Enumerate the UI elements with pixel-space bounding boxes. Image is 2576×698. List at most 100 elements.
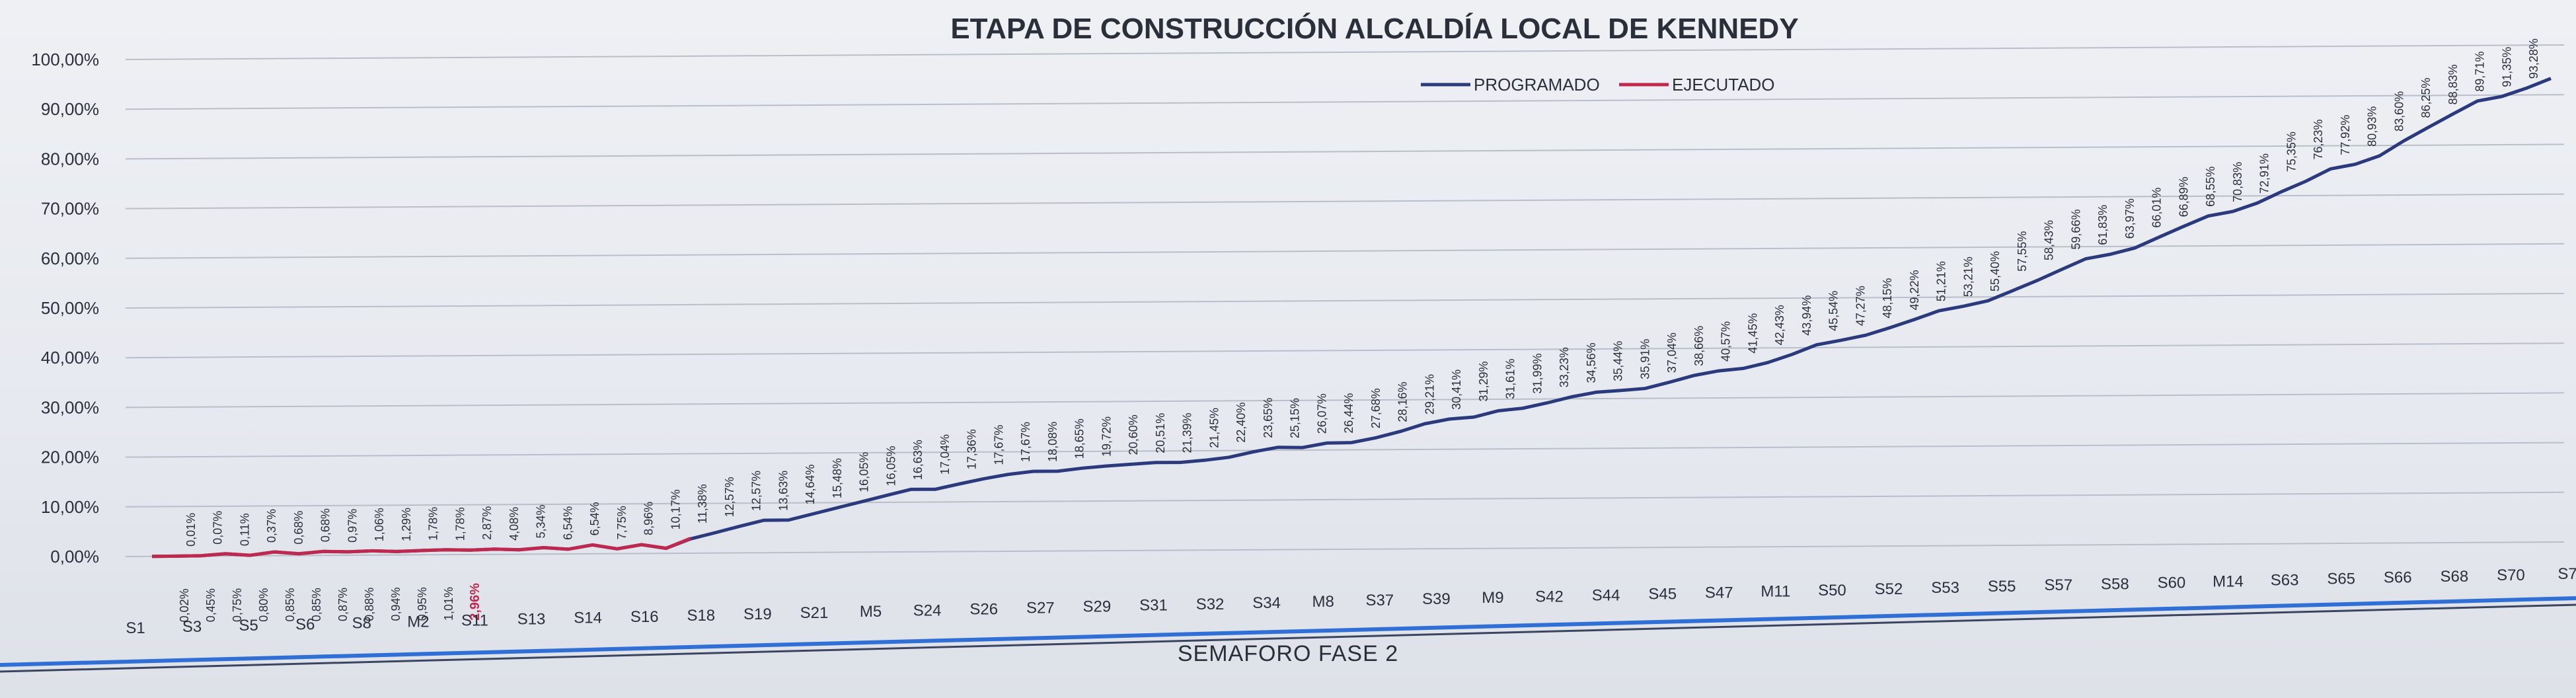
data-label-programado: 66,01% (2150, 188, 2164, 228)
y-tick-label: 100,00% (31, 50, 99, 69)
data-label-programado: 0,11% (238, 513, 251, 546)
data-label-programado: 33,23% (1558, 347, 1571, 387)
x-tick-label: S14 (574, 609, 602, 627)
data-label-programado: 40,57% (1720, 321, 1733, 362)
data-label-programado: 55,40% (1989, 251, 2002, 291)
data-label-programado: 41,45% (1746, 313, 1759, 354)
x-tick-label: S42 (1535, 588, 1564, 605)
data-label-programado: 29,21% (1423, 374, 1436, 414)
data-label-programado: 0,01% (184, 513, 198, 547)
grid-line (125, 94, 2565, 110)
x-tick-label: S44 (1592, 586, 1620, 604)
data-label-programado: 16,05% (858, 452, 871, 492)
x-tick-label: S11 (461, 612, 488, 630)
data-label-lower: 0,85% (284, 588, 297, 621)
data-label-programado: 0,68% (319, 508, 332, 542)
x-tick-label: S63 (2271, 572, 2299, 590)
data-label-programado: 11,38% (696, 484, 709, 524)
data-label-programado: 15,48% (831, 458, 844, 498)
x-tick-label: S55 (1988, 578, 2016, 596)
x-tick-label: S32 (1196, 596, 1225, 613)
data-label-programado: 19,72% (1100, 416, 1113, 457)
data-label-programado: 0,07% (211, 511, 225, 545)
data-label-programado: 20,60% (1127, 414, 1140, 455)
x-tick-label: S39 (1422, 590, 1451, 608)
divider-line-blue (0, 596, 2576, 667)
data-label-programado: 7,75% (615, 506, 628, 539)
data-label-programado: 12,57% (750, 471, 763, 511)
data-label-programado: 17,67% (1019, 422, 1032, 462)
x-tick-label: M11 (1761, 583, 1790, 601)
data-label-programado: 35,91% (1638, 339, 1651, 379)
data-label-lower: 0,45% (204, 588, 217, 622)
data-label-programado: 0,97% (346, 509, 359, 543)
grid-line (125, 243, 2565, 259)
data-label-programado: 93,28% (2527, 38, 2540, 79)
data-label-lower: 0,87% (336, 588, 350, 621)
grid-line (125, 342, 2565, 359)
data-label-programado: 58,43% (2043, 220, 2056, 260)
x-tick-label: S21 (800, 604, 829, 622)
y-tick-label: 20,00% (41, 447, 99, 467)
data-label-programado: 91,35% (2500, 47, 2513, 87)
data-label-programado: 22,40% (1234, 403, 1248, 443)
grid-line (125, 392, 2565, 408)
grid-lines (125, 44, 2565, 557)
chart-title: ETAPA DE CONSTRUCCIÓN ALCALDÍA LOCAL DE … (950, 12, 1798, 45)
data-label-programado: 37,04% (1665, 332, 1679, 373)
x-tick-label: S68 (2440, 568, 2468, 586)
data-label-programado: 6,54% (588, 502, 601, 535)
x-tick-label: S19 (743, 605, 772, 623)
grid-line (125, 143, 2565, 160)
legend-label-ejecutado: EJECUTADO (1672, 75, 1775, 95)
y-tick-label: 90,00% (41, 99, 99, 119)
x-tick-label: S8 (352, 614, 371, 632)
x-tick-label: S13 (517, 611, 546, 629)
data-label-programado: 47,27% (1854, 286, 1867, 326)
data-label-programado: 0,37% (265, 509, 278, 543)
x-tick-label: S37 (1365, 592, 1394, 609)
x-tick-label: S57 (2044, 576, 2072, 594)
data-label-programado: 86,25% (2419, 77, 2433, 118)
data-label-lower: 0,85% (310, 588, 323, 621)
data-label-lower: 0,88% (363, 588, 376, 621)
data-label-programado: 75,35% (2285, 132, 2298, 172)
data-label-programado: 89,71% (2474, 52, 2487, 92)
data-label-programado: 27,68% (1369, 388, 1383, 428)
x-tick-label: S5 (239, 617, 258, 635)
x-tick-label: S7 (2557, 565, 2576, 583)
data-label-programado: 38,66% (1692, 326, 1706, 366)
data-label-programado: 80,93% (2366, 106, 2379, 147)
x-tick-label: S53 (1931, 579, 1959, 597)
data-label-programado: 30,41% (1450, 369, 1463, 410)
data-label-programado: 1,78% (453, 507, 467, 541)
data-label-lower: 0,02% (178, 588, 191, 622)
data-label-programado: 2,87% (480, 506, 494, 540)
series-line-programado (151, 77, 2552, 559)
data-label-programado: 35,44% (1612, 341, 1625, 381)
data-label-programado: 12,57% (723, 477, 736, 517)
data-label-programado: 53,21% (1961, 256, 1975, 297)
data-label-programado: 5,34% (535, 504, 548, 538)
data-label-programado: 51,21% (1935, 261, 1948, 301)
data-label-lower: 0,80% (257, 588, 270, 622)
data-label-lower: 0,95% (416, 587, 429, 621)
data-label-programado: 61,83% (2096, 205, 2109, 245)
data-label-programado: 16,63% (911, 440, 925, 480)
legend: PROGRAMADO EJECUTADO (1421, 75, 1775, 95)
data-label-programado: 1,29% (400, 508, 413, 541)
data-label-programado: 28,16% (1396, 382, 1410, 422)
data-label-programado: 1,78% (427, 507, 440, 541)
data-label-programado: 31,99% (1531, 354, 1544, 394)
data-label-programado: 17,36% (966, 429, 979, 469)
grid-line (125, 541, 2565, 557)
data-label-programado: 70,83% (2231, 162, 2244, 202)
y-tick-label: 80,00% (41, 149, 99, 169)
y-tick-label: 60,00% (41, 249, 99, 268)
data-label-programado: 63,97% (2123, 198, 2137, 239)
x-tick-label: S66 (2384, 569, 2412, 587)
x-tick-label: S34 (1252, 594, 1281, 612)
x-tick-label: S50 (1818, 582, 1846, 600)
data-label-programado: 23,65% (1262, 398, 1275, 438)
